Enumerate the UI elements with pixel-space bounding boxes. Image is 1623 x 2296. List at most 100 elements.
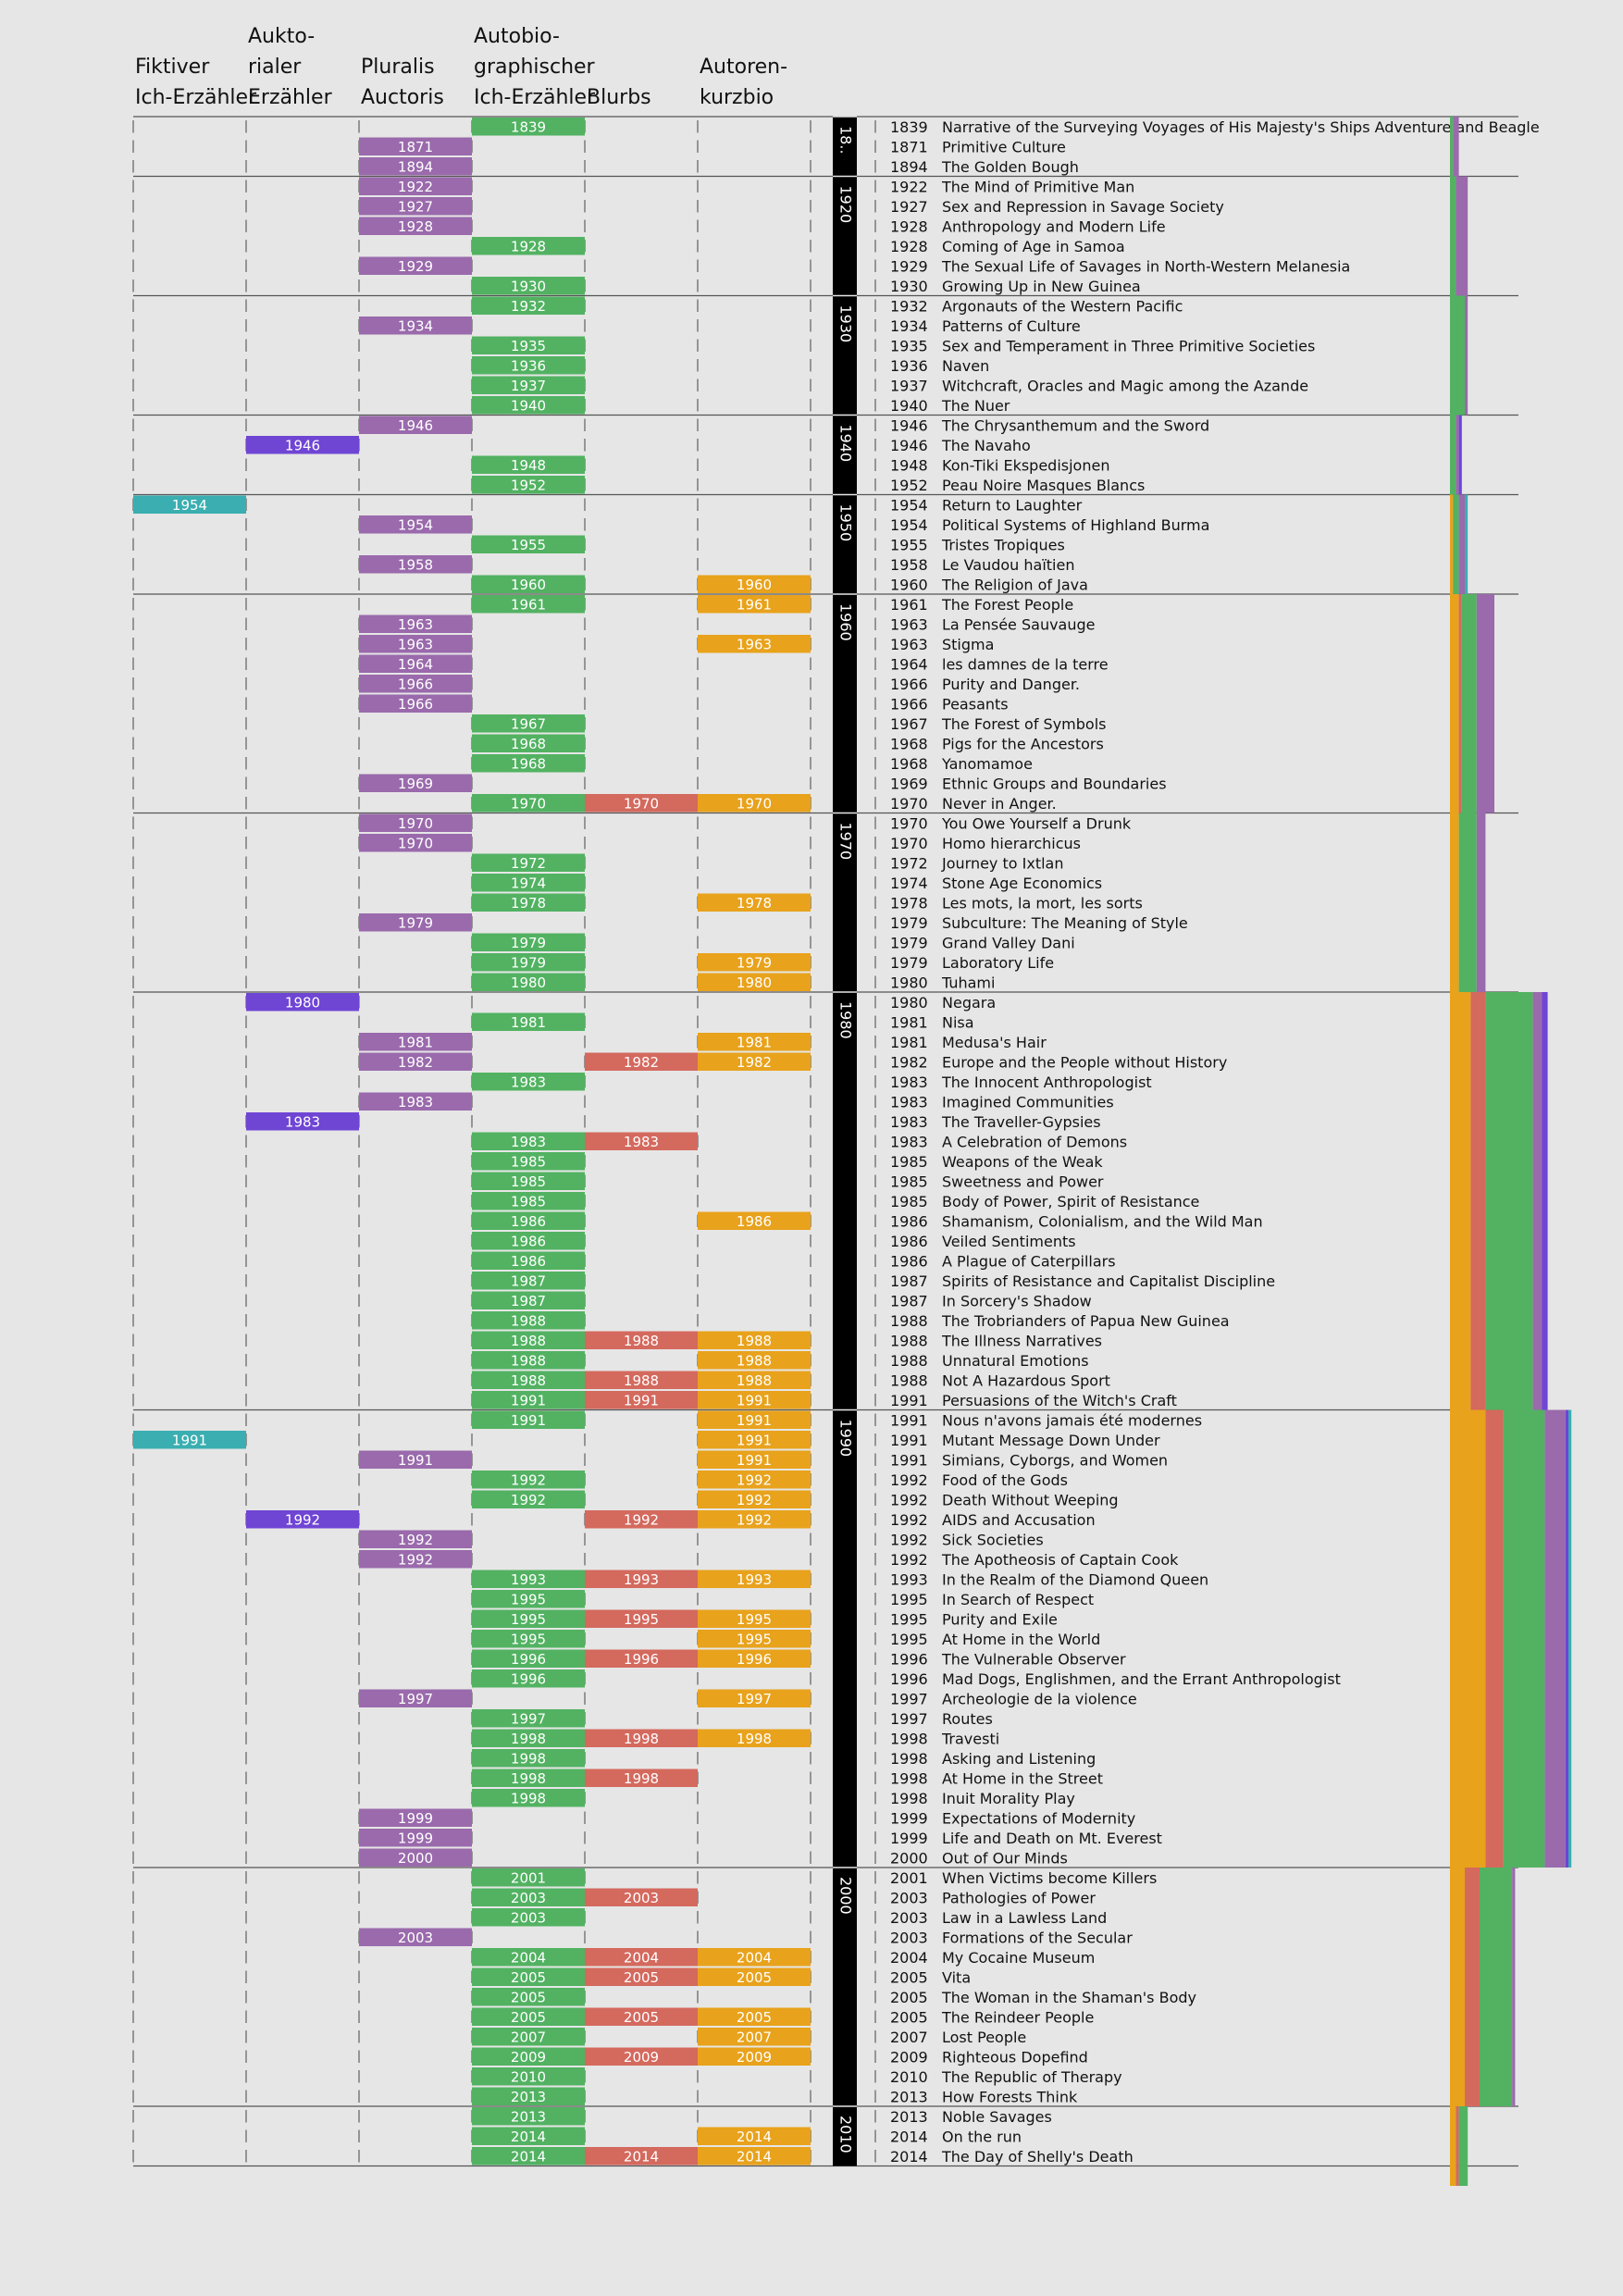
cell-kurzbio <box>698 1649 811 1668</box>
cell-year-label: 1963 <box>737 636 772 652</box>
book-year: 2009 <box>890 2048 928 2066</box>
summary-segment-autobio <box>1458 813 1477 992</box>
cell-year-label: 2001 <box>511 1869 546 1886</box>
cell-autobio <box>472 356 585 375</box>
cell-year-label: 1966 <box>398 676 433 692</box>
cell-autobio <box>472 396 585 415</box>
cell-year-label: 1988 <box>511 1372 546 1389</box>
book-title: Growing Up in New Guinea <box>942 278 1141 295</box>
cell-year-label: 1966 <box>398 696 433 713</box>
cell-kurzbio <box>698 1729 811 1747</box>
book-title: Persuasions of the Witch's Craft <box>942 1392 1177 1409</box>
cell-year-label: 1992 <box>285 1511 320 1528</box>
book-year: 2000 <box>890 1849 928 1867</box>
summary-segment-autobio <box>1450 117 1454 177</box>
summary-segment-autobio <box>1453 494 1459 594</box>
cell-year-label: 1998 <box>511 1790 546 1806</box>
book-title: The Forest of Symbols <box>941 715 1106 733</box>
cell-year-label: 1932 <box>511 298 546 315</box>
book-title: The Vulnerable Observer <box>941 1650 1126 1668</box>
cell-pluralis <box>359 694 472 713</box>
book-title: les damnes de la terre <box>942 655 1109 673</box>
book-title: Spirits of Resistance and Capitalist Dis… <box>942 1272 1275 1290</box>
cell-pluralis <box>359 1052 472 1071</box>
cell-year-label: 1996 <box>511 1651 546 1668</box>
cell-year-label: 1972 <box>511 855 546 872</box>
book-title: Imagined Communities <box>942 1093 1114 1111</box>
book-title: Homo hierarchicus <box>942 835 1081 852</box>
cell-autobio <box>472 754 585 773</box>
book-title: Political Systems of Highland Burma <box>942 516 1209 534</box>
cell-blurbs <box>585 1948 698 1967</box>
cell-year-label: 1839 <box>511 118 546 135</box>
cell-year-label: 1929 <box>398 258 433 275</box>
book-year: 1991 <box>890 1411 928 1429</box>
book-year: 1954 <box>890 496 928 514</box>
cell-year-label: 1982 <box>624 1054 659 1071</box>
book-title: Narrative of the Surveying Voyages of Hi… <box>942 118 1540 136</box>
book-title: Mad Dogs, Englishmen, and the Errant Ant… <box>942 1670 1341 1688</box>
cell-blurbs <box>585 1391 698 1409</box>
book-title: Return to Laughter <box>942 496 1083 514</box>
cell-autobio <box>472 973 585 991</box>
summary-segment-pluralis <box>1458 494 1465 594</box>
cell-year-label: 1968 <box>511 736 546 752</box>
cell-pluralis <box>359 137 472 155</box>
book-title: On the run <box>942 2128 1022 2145</box>
cell-kurzbio <box>698 1510 811 1529</box>
cell-autobio <box>472 1490 585 1508</box>
cell-kurzbio <box>698 1052 811 1071</box>
book-year: 1954 <box>890 516 928 534</box>
cell-autobio <box>472 893 585 912</box>
summary-segment-blurbs <box>1470 992 1486 1410</box>
book-year: 1983 <box>890 1074 928 1091</box>
cell-year-label: 1960 <box>737 577 772 593</box>
book-year: 1979 <box>890 954 928 972</box>
cell-year-label: 1930 <box>511 278 546 294</box>
book-year: 2007 <box>890 2029 928 2046</box>
book-title: The Nuer <box>941 397 1010 415</box>
book-year: 1986 <box>890 1212 928 1230</box>
cell-year-label: 1970 <box>398 815 433 832</box>
cell-pluralis <box>359 1033 472 1051</box>
book-year: 1948 <box>890 456 928 474</box>
column-header-pluralis: Pluralis <box>361 56 435 79</box>
cell-autobio <box>472 118 585 136</box>
cell-year-label: 1967 <box>511 715 546 732</box>
book-year: 1936 <box>890 357 928 375</box>
book-title: The Religion of Java <box>941 576 1088 593</box>
cell-year-label: 1983 <box>285 1113 320 1130</box>
cell-year-label: 1996 <box>511 1670 546 1687</box>
book-title: Vita <box>942 1968 971 1986</box>
cell-year-label: 2005 <box>511 1989 546 2005</box>
cell-year-label: 1992 <box>737 1471 772 1488</box>
book-title: Routes <box>942 1710 993 1728</box>
book-year: 1991 <box>890 1392 928 1409</box>
cell-autobio <box>472 1371 585 1389</box>
cell-year-label: 2014 <box>737 2148 772 2165</box>
cell-autobio <box>472 575 585 593</box>
decade-band-bg <box>833 117 857 2166</box>
cell-autobio <box>472 476 585 494</box>
cell-kurzbio <box>698 1331 811 1349</box>
book-year: 1979 <box>890 934 928 951</box>
summary-segment-autobio <box>1485 992 1533 1410</box>
decade-label: 1950 <box>837 504 855 542</box>
book-list: 1839 Narrative of the Surveying Voyages o… <box>890 118 1540 2166</box>
decade-label: 1960 <box>837 603 855 641</box>
cell-autobio <box>472 1967 585 1986</box>
cell-kurzbio <box>698 635 811 653</box>
cell-blurbs <box>585 1609 698 1628</box>
cell-blurbs <box>585 1769 698 1787</box>
summary-segment-auktorial <box>1565 1409 1568 1868</box>
cell-year-label: 1983 <box>511 1134 546 1150</box>
book-title: Laboratory Life <box>942 954 1054 972</box>
book-title: Shamanism, Colonialism, and the Wild Man <box>942 1212 1263 1230</box>
cell-kurzbio <box>698 1410 811 1429</box>
cell-year-label: 1988 <box>511 1333 546 1349</box>
cell-year-label: 1954 <box>398 516 433 533</box>
book-year: 1988 <box>890 1352 928 1370</box>
book-title: The Navaho <box>941 437 1031 454</box>
summary-segment-kurzbio <box>1450 2106 1456 2186</box>
book-year: 1946 <box>890 437 928 454</box>
